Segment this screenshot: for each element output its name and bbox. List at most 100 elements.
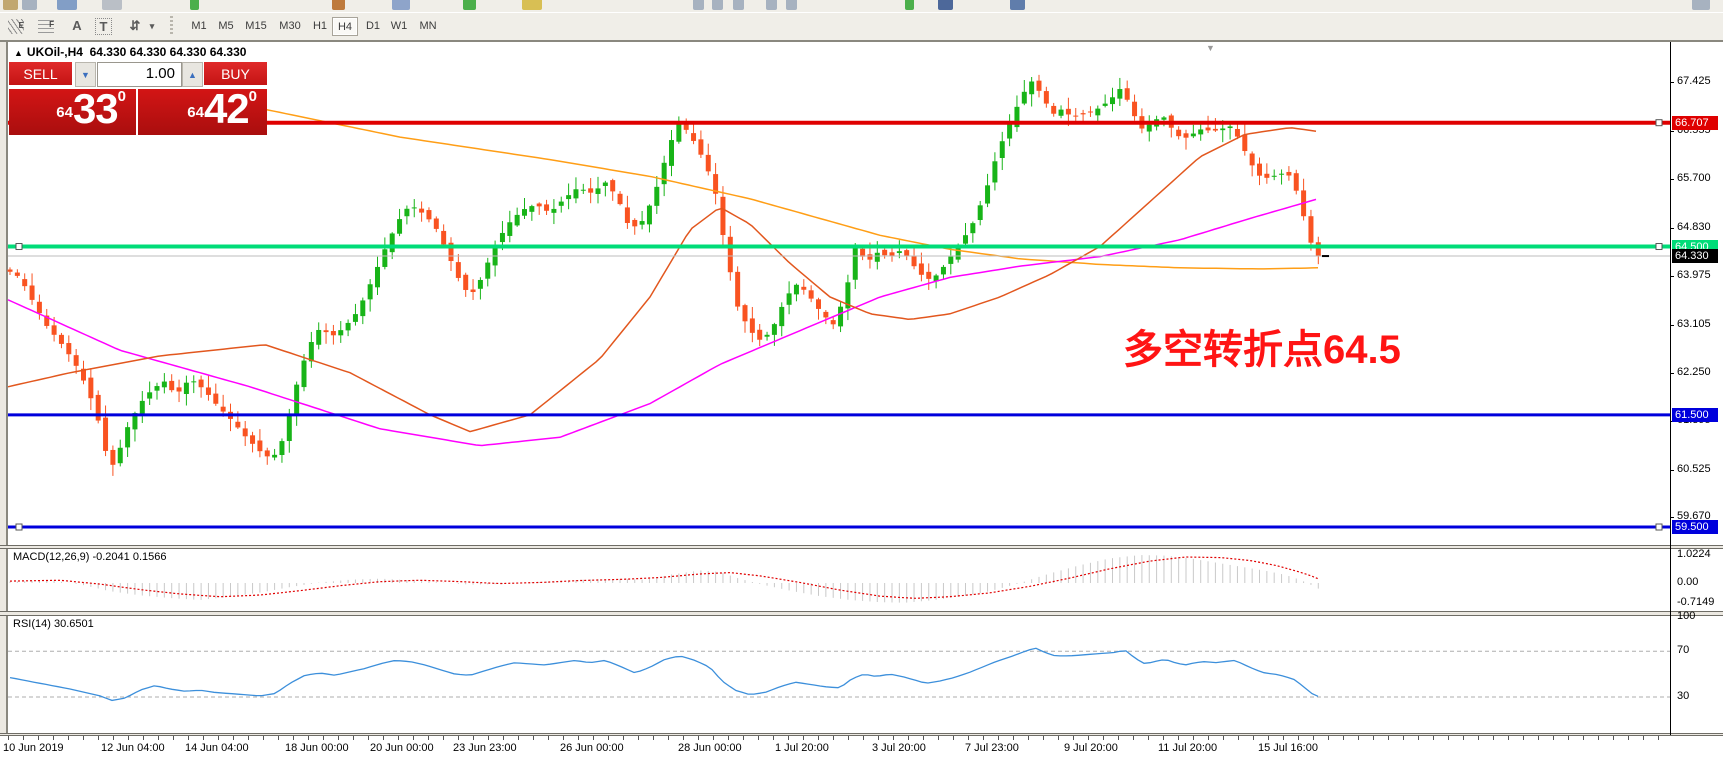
main-chart-plot[interactable] — [0, 42, 1670, 545]
time-axis-label: 7 Jul 23:00 — [965, 742, 1019, 754]
price-badge-64.330: 64.330 — [1672, 249, 1718, 264]
sell-price-big: 33 — [72, 85, 119, 132]
time-axis-label: 9 Jul 20:00 — [1064, 742, 1118, 754]
chart-annotation-text[interactable]: 多空转折点64.5 — [1123, 328, 1401, 372]
time-axis-label: 1 Jul 20:00 — [775, 742, 829, 754]
macd-axis-label: 0.00 — [1677, 576, 1699, 588]
chart-title: ▲ UKOil-,H4 64.330 64.330 64.330 64.330 — [14, 45, 246, 59]
price-tick-label: 63.105 — [1677, 317, 1711, 330]
rsi-plot[interactable] — [0, 616, 1670, 733]
time-axis-ticks — [8, 736, 1670, 740]
timeframe-button-m1[interactable]: M1 — [191, 20, 207, 32]
price-tick-label: 60.525 — [1677, 462, 1711, 475]
ohlc-quotes: 64.330 64.330 64.330 64.330 — [89, 45, 247, 59]
equidistant-channel-tool-icon[interactable]: E — [8, 19, 24, 34]
toolbar-icon-partial[interactable] — [733, 0, 744, 10]
toolbar-icon-partial[interactable] — [3, 0, 18, 10]
timeframe-button-m15[interactable]: M15 — [245, 20, 267, 32]
symbol-period-label: UKOil-,H4 — [26, 45, 83, 59]
timeframe-button-w1[interactable]: W1 — [390, 20, 408, 32]
price-tick — [1670, 179, 1674, 181]
toolbar-icon-partial[interactable] — [905, 0, 914, 10]
rsi-axis-label: 100 — [1677, 610, 1696, 622]
time-axis-label: 23 Jun 23:00 — [453, 742, 517, 754]
splitter-main-macd[interactable] — [0, 545, 1723, 549]
timeframe-button-m30[interactable]: M30 — [279, 20, 301, 32]
toolbar-icon-partial[interactable] — [1692, 0, 1710, 10]
toolbar-icon-partial[interactable] — [102, 0, 122, 10]
macd-signal-line — [9, 556, 1319, 599]
buy-button[interactable]: BUY — [204, 62, 267, 87]
price-badge-66.707: 66.707 — [1672, 115, 1718, 130]
rsi-axis-label: 70 — [1677, 644, 1690, 657]
macd-indicator-label: MACD(12,26,9) -0.2041 0.1566 — [13, 551, 167, 563]
buy-price-button[interactable]: 64420 — [138, 85, 267, 135]
price-tick-label: 59.670 — [1677, 510, 1711, 523]
time-axis-label: 28 Jun 00:00 — [678, 742, 742, 754]
time-axis-label: 18 Jun 00:00 — [285, 742, 349, 754]
ma-orange — [99, 71, 1319, 270]
buy-price-small: 64 — [187, 104, 204, 121]
sell-button[interactable]: SELL — [9, 62, 72, 87]
fibonacci-tool-icon[interactable]: F — [38, 20, 54, 33]
sell-price-button[interactable]: 64330 — [9, 85, 136, 135]
arrows-dropdown-caret-icon[interactable]: ▾ — [149, 21, 155, 31]
toolbar-grip[interactable] — [170, 16, 173, 36]
toolbar-icon-partial[interactable] — [1010, 0, 1025, 10]
text-label-tool-icon[interactable]: T — [95, 18, 112, 35]
toolbar-icon-partial[interactable] — [57, 0, 77, 10]
toolbar-icon-partial[interactable] — [693, 0, 704, 10]
toolbar-icon-partial[interactable] — [522, 0, 542, 10]
toolbar-top — [0, 0, 1723, 13]
timeframe-button-m5[interactable]: M5 — [218, 20, 234, 32]
price-tick — [1670, 275, 1674, 277]
time-axis-label: 14 Jun 04:00 — [185, 742, 249, 754]
one-click-trading-panel: SELL ▼ 1.00 ▲ BUY 64330 64420 — [9, 62, 267, 135]
arrows-tool-icon[interactable]: ⇵ — [129, 18, 141, 33]
price-tick-label: 67.425 — [1677, 75, 1711, 88]
timeframe-button-h1[interactable]: H1 — [312, 20, 328, 32]
chart-shift-marker-icon[interactable]: ▼ — [1206, 43, 1215, 53]
toolbar-icon-partial[interactable] — [766, 0, 777, 10]
macd-plot[interactable] — [0, 549, 1670, 611]
sell-price-small: 64 — [56, 104, 73, 121]
splitter-rsi-timeaxis[interactable] — [0, 733, 1723, 736]
price-badge-61.500: 61.500 — [1672, 407, 1718, 422]
toolbar-icon-partial[interactable] — [392, 0, 410, 10]
collapse-arrow-icon[interactable]: ▲ — [14, 48, 23, 58]
timeframe-button-h4[interactable]: H4 — [332, 17, 358, 36]
sell-price-sup: 0 — [117, 88, 126, 105]
price-tick — [1670, 324, 1674, 326]
toolbar-icon-partial[interactable] — [190, 0, 199, 10]
buy-price-big: 42 — [203, 85, 250, 132]
rsi-axis-label: 30 — [1677, 690, 1690, 702]
ma-magenta — [7, 198, 1317, 447]
toolbar-icon-partial[interactable] — [786, 0, 797, 10]
volume-decrease-button[interactable]: ▼ — [75, 62, 96, 87]
price-badge-59.500: 59.500 — [1672, 520, 1718, 534]
toolbar-icon-partial[interactable] — [22, 0, 37, 10]
toolbar-icon-partial[interactable] — [712, 0, 723, 10]
toolbar-icon-partial[interactable] — [332, 0, 345, 10]
price-tick — [1670, 228, 1674, 229]
timeframe-button-d1[interactable]: D1 — [365, 20, 381, 32]
window-border-top — [0, 40, 1723, 42]
rsi-indicator-label: RSI(14) 30.6501 — [13, 618, 94, 630]
price-tick-label: 64.830 — [1677, 221, 1711, 233]
buy-price-sup: 0 — [248, 88, 257, 105]
toolbar-icon-partial[interactable] — [463, 0, 476, 10]
time-axis-label: 3 Jul 20:00 — [872, 742, 926, 754]
time-axis[interactable]: 10 Jun 2019 12 Jun 04:00 14 Jun 04:00 18 Ju… — [0, 736, 1723, 760]
toolbar-icon-partial[interactable] — [938, 0, 953, 10]
time-axis-label: 11 Jul 20:00 — [1158, 742, 1218, 754]
text-tool-icon[interactable]: A — [72, 18, 82, 33]
volume-input[interactable]: 1.00 — [97, 62, 182, 87]
rsi-line — [9, 647, 1319, 702]
window-border-left — [6, 40, 8, 760]
price-tick-label: 65.700 — [1677, 172, 1711, 185]
price-tick — [1670, 82, 1674, 84]
volume-increase-button[interactable]: ▲ — [182, 62, 203, 87]
splitter-macd-rsi[interactable] — [0, 611, 1723, 616]
toolbar-main: E F A T ⇵ ▾ M1 M5 M15 M30 H1 H4 D1 W1 MN — [0, 13, 1723, 40]
timeframe-button-mn[interactable]: MN — [419, 20, 437, 32]
